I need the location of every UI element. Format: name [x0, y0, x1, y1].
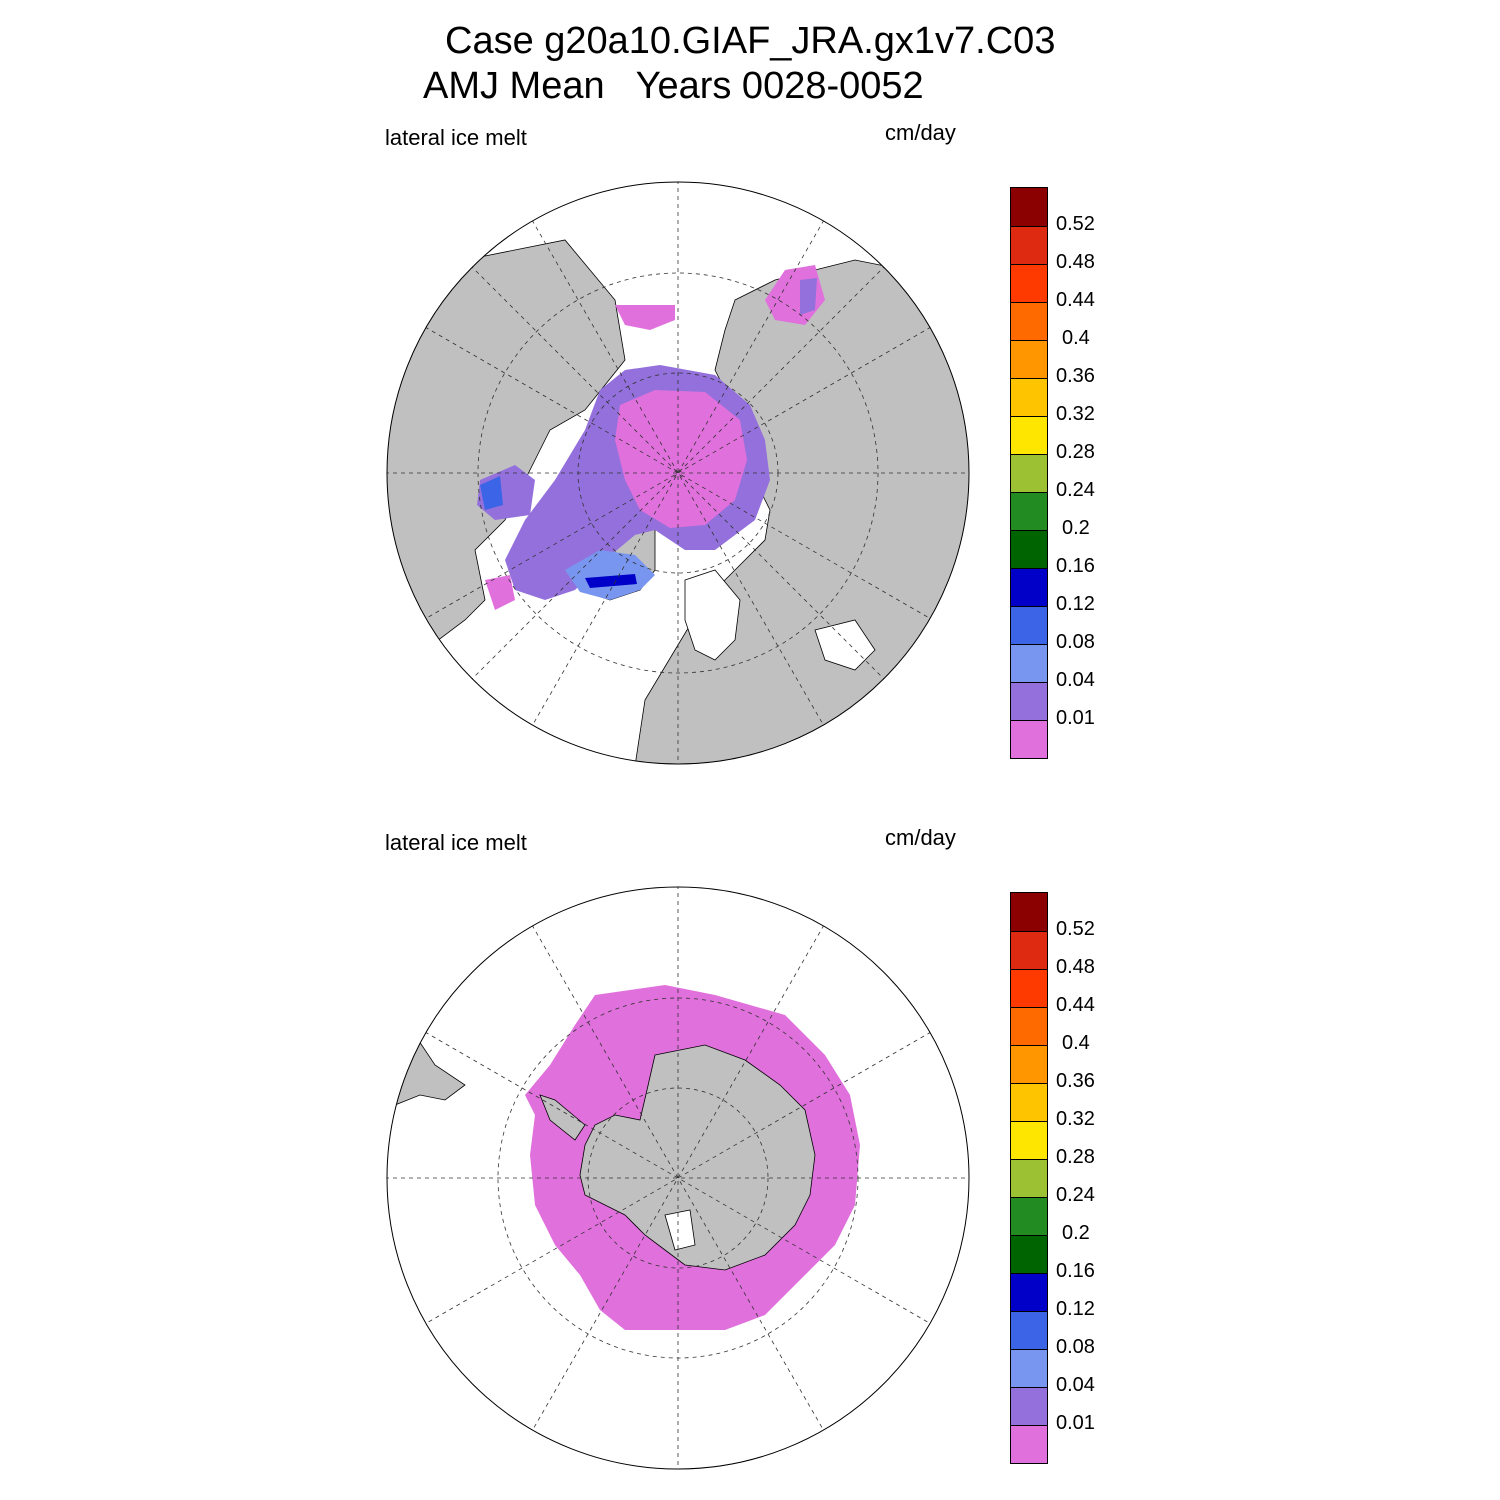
north-colorbar-cell — [1011, 644, 1047, 682]
north-ice-dark-strip — [585, 574, 637, 588]
south-colorbar-label: 0.24 — [1056, 1184, 1095, 1206]
south-colorbar-cell — [1011, 1425, 1047, 1463]
north-colorbar-cell — [1011, 720, 1047, 758]
figure-title-line1: Case g20a10.GIAF_JRA.gx1v7.C03 — [445, 20, 1056, 62]
north-ice-labrador — [485, 575, 515, 610]
north-colorbar-label: 0.48 — [1056, 251, 1095, 273]
south-colorbar-label: 0.48 — [1056, 956, 1095, 978]
north-ice-center — [615, 390, 747, 528]
south-colorbar-label: 0.04 — [1056, 1374, 1095, 1396]
north-ice-okhotsk-inner — [800, 278, 817, 315]
north-colorbar-label: 0.12 — [1056, 593, 1095, 615]
north-colorbar-cell — [1011, 682, 1047, 720]
south-polar-map — [386, 886, 970, 1470]
south-colorbar-label: 0.28 — [1056, 1146, 1095, 1168]
north-colorbar-cell — [1011, 340, 1047, 378]
south-colorbar-label: 0.52 — [1056, 918, 1095, 940]
south-colorbar-cell — [1011, 969, 1047, 1007]
south-colorbar-cell — [1011, 1159, 1047, 1197]
north-colorbar-cell — [1011, 530, 1047, 568]
south-colorbar-label: 0.08 — [1056, 1336, 1095, 1358]
north-colorbar — [1010, 187, 1048, 759]
south-colorbar-cell — [1011, 893, 1047, 931]
north-colorbar-label: 0.16 — [1056, 555, 1095, 577]
south-colorbar-label: 0.12 — [1056, 1298, 1095, 1320]
north-colorbar-cell — [1011, 188, 1047, 226]
south-colorbar-cell — [1011, 1387, 1047, 1425]
north-colorbar-label: 0.04 — [1056, 669, 1095, 691]
south-colorbar-cell — [1011, 1007, 1047, 1045]
south-units-label: cm/day — [885, 825, 956, 850]
north-colorbar-cell — [1011, 226, 1047, 264]
north-colorbar-label: 0.08 — [1056, 631, 1095, 653]
south-colorbar-label: 0.36 — [1056, 1070, 1095, 1092]
north-units-label: cm/day — [885, 120, 956, 145]
north-colorbar-label: 0.2 — [1062, 517, 1090, 539]
north-colorbar-cell — [1011, 606, 1047, 644]
south-colorbar-label: 0.32 — [1056, 1108, 1095, 1130]
south-colorbar-label: 0.2 — [1062, 1222, 1090, 1244]
south-colorbar-cell — [1011, 1045, 1047, 1083]
south-colorbar-cell — [1011, 1083, 1047, 1121]
south-colorbar-label: 0.16 — [1056, 1260, 1095, 1282]
south-peninsula — [539, 1094, 586, 1141]
north-colorbar-label: 0.24 — [1056, 479, 1095, 501]
north-land-europe — [684, 569, 741, 661]
north-colorbar-label: 0.36 — [1056, 365, 1095, 387]
south-colorbar-label: 0.01 — [1056, 1412, 1095, 1434]
south-colorbar-cell — [1011, 1311, 1047, 1349]
north-colorbar-label: 0.32 — [1056, 403, 1095, 425]
north-colorbar-cell — [1011, 416, 1047, 454]
north-colorbar-cell — [1011, 378, 1047, 416]
south-colorbar-label: 0.4 — [1062, 1032, 1090, 1054]
south-colorbar — [1010, 892, 1048, 1464]
north-ice-bering — [615, 305, 675, 330]
south-land-antarctica — [579, 1044, 816, 1271]
south-colorbar-cell — [1011, 1197, 1047, 1235]
north-colorbar-cell — [1011, 302, 1047, 340]
south-colorbar-cell — [1011, 1273, 1047, 1311]
north-colorbar-cell — [1011, 568, 1047, 606]
north-colorbar-label: 0.28 — [1056, 441, 1095, 463]
south-colorbar-cell — [1011, 1235, 1047, 1273]
north-variable-label: lateral ice melt — [385, 125, 527, 150]
north-colorbar-cell — [1011, 492, 1047, 530]
south-variable-label: lateral ice melt — [385, 830, 527, 855]
south-ross-shelf — [664, 1209, 696, 1251]
north-colorbar-cell — [1011, 264, 1047, 302]
south-colorbar-cell — [1011, 1349, 1047, 1387]
north-colorbar-label: 0.44 — [1056, 289, 1095, 311]
north-colorbar-cell — [1011, 454, 1047, 492]
south-colorbar-cell — [1011, 931, 1047, 969]
south-colorbar-label: 0.44 — [1056, 994, 1095, 1016]
south-colorbar-cell — [1011, 1121, 1047, 1159]
north-ice-blue-band — [565, 550, 655, 600]
north-colorbar-label: 0.01 — [1056, 707, 1095, 729]
north-colorbar-label: 0.52 — [1056, 213, 1095, 235]
north-colorbar-label: 0.4 — [1062, 327, 1090, 349]
figure-title-line2: AMJ Mean Years 0028-0052 — [423, 65, 924, 107]
north-polar-map — [386, 181, 970, 765]
north-ice-hudson-blue — [480, 476, 503, 510]
north-land-islands — [814, 619, 876, 671]
